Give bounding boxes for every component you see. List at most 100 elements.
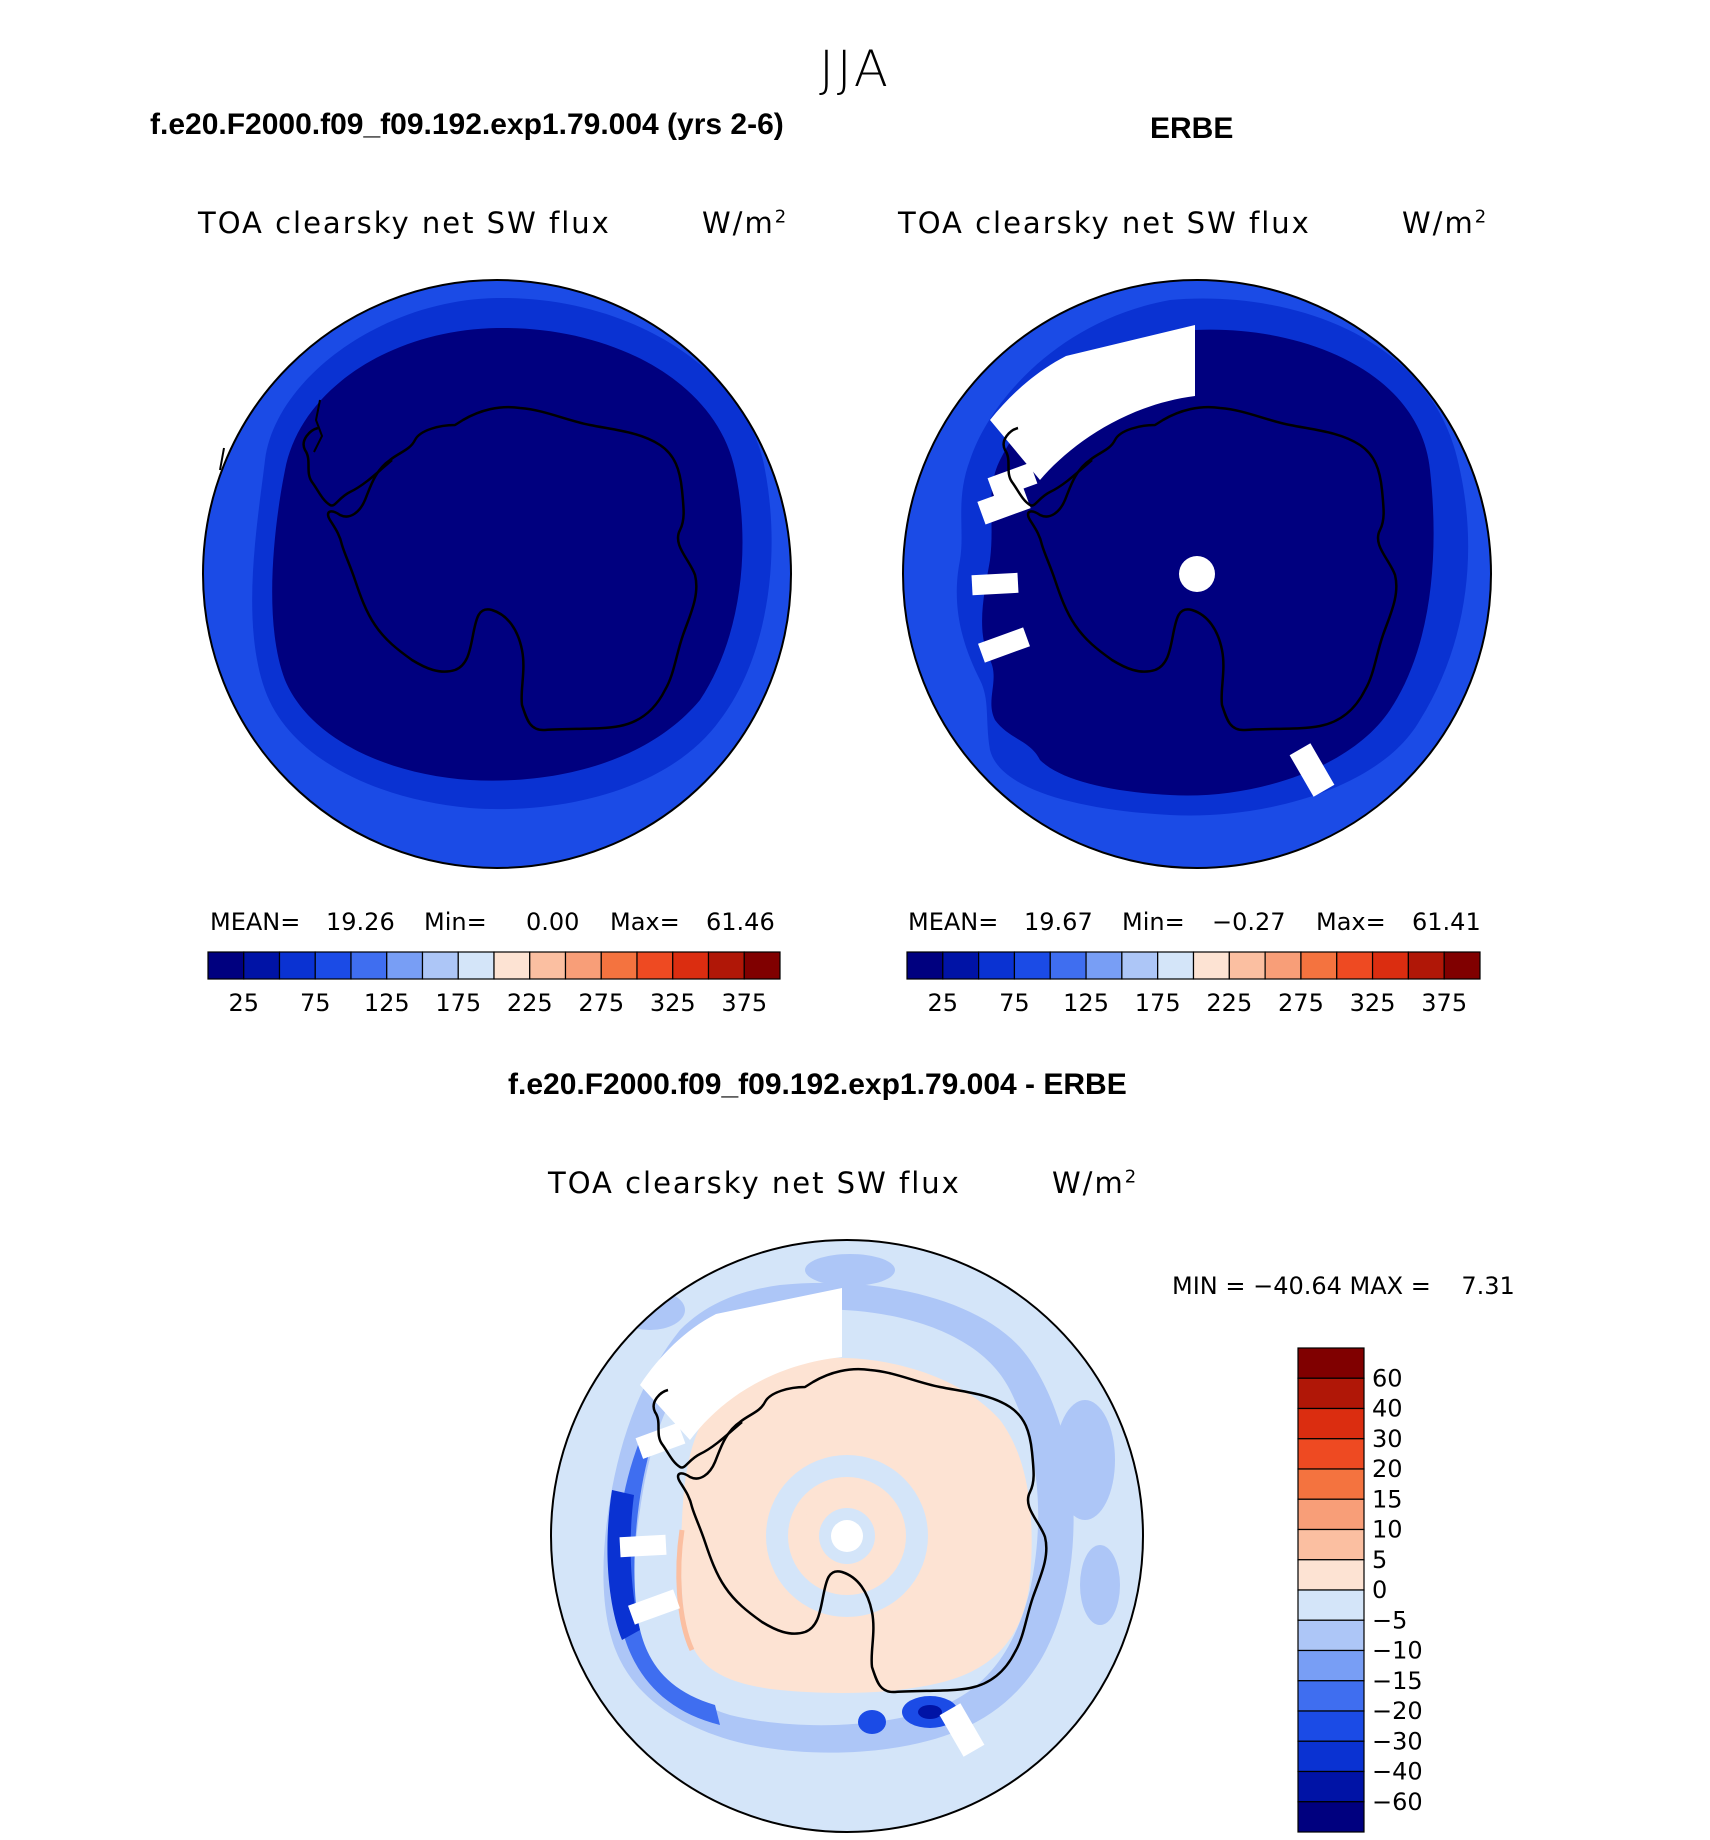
model-max-label: Max= xyxy=(610,908,680,936)
obs-missing-pole xyxy=(1179,556,1215,592)
obs-colorbar-cell-6 xyxy=(1121,951,1159,980)
obs-colorbar-cell-9 xyxy=(1228,951,1266,980)
obs-missing-block-2 xyxy=(977,485,1031,525)
obs-colorbar-tick-label: 125 xyxy=(1063,989,1109,1017)
diff-colorbar-cell-15 xyxy=(1297,1801,1365,1833)
diff-missing-block-3 xyxy=(628,1589,680,1625)
diff-band-neg20 xyxy=(616,1440,720,1725)
model-colorbar-cell-1 xyxy=(243,951,281,980)
diff-colorbar-cell-5 xyxy=(1297,1498,1365,1531)
model-colorbar-tick-label: 175 xyxy=(435,989,481,1017)
obs-units: W/m2 xyxy=(1402,206,1489,240)
model-band-25 xyxy=(272,327,743,781)
obs-colorbar-cell-2 xyxy=(978,951,1016,980)
obs-map-border xyxy=(902,279,1492,869)
model-colorbar-cell-8 xyxy=(493,951,531,980)
model-colorbar-tick-label: 75 xyxy=(300,989,331,1017)
obs-colorbar-cell-14 xyxy=(1407,951,1445,980)
diff-variable-title: TOA clearsky net SW flux xyxy=(548,1166,961,1200)
diff-colorbar-cell-10 xyxy=(1297,1649,1365,1682)
obs-colorbar-tick-label: 175 xyxy=(1135,989,1181,1017)
model-colorbar-cell-14 xyxy=(707,951,745,980)
diff-map-border xyxy=(550,1239,1144,1833)
model-colorbar-tick-label: 275 xyxy=(578,989,624,1017)
model-panel-heading: f.e20.F2000.f09_f09.192.exp1.79.004 (yrs… xyxy=(150,108,784,141)
obs-colorbar-cell-5 xyxy=(1085,951,1123,980)
model-colorbar-cell-7 xyxy=(457,951,495,980)
obs-colorbar-cell-7 xyxy=(1157,951,1195,980)
diff-blob-3 xyxy=(858,1710,886,1734)
diff-colorbar-tick-label: −10 xyxy=(1372,1637,1423,1665)
obs-colorbar-tick-label: 25 xyxy=(928,989,959,1017)
obs-colorbar-cell-12 xyxy=(1336,951,1374,980)
model-colorbar-cell-11 xyxy=(600,951,638,980)
diff-colorbar-tick-label: 5 xyxy=(1372,1546,1387,1574)
obs-colorbar-cell-3 xyxy=(1013,951,1051,980)
diff-panel-heading: f.e20.F2000.f09_f09.192.exp1.79.004 - ER… xyxy=(508,1068,1127,1101)
obs-colorbar-cell-0 xyxy=(906,951,944,980)
model-colorbar-cell-10 xyxy=(564,951,602,980)
obs-colorbar-cell-10 xyxy=(1264,951,1302,980)
diff-colorbar-tick-label: −5 xyxy=(1372,1606,1407,1634)
model-min-value: 0.00 xyxy=(526,908,580,936)
model-colorbar-cell-15 xyxy=(743,951,781,980)
diff-minmax: MIN = −40.64 MAX = 7.31 xyxy=(1172,1272,1515,1300)
diff-colorbar-tick-label: 10 xyxy=(1372,1516,1403,1544)
obs-colorbar-tick-label: 375 xyxy=(1421,989,1467,1017)
model-colorbar-cell-13 xyxy=(672,951,710,980)
obs-max-value: 61.41 xyxy=(1412,908,1481,936)
diff-colorbar-cell-2 xyxy=(1297,1407,1365,1440)
diff-colorbar-tick-label: 20 xyxy=(1372,1455,1403,1483)
model-colorbar-cell-4 xyxy=(350,951,388,980)
diff-colorbar-cell-12 xyxy=(1297,1710,1365,1742)
diff-pos-streak xyxy=(676,1529,695,1652)
model-colorbar-tick-label: 25 xyxy=(228,989,259,1017)
model-colorbar-cell-6 xyxy=(421,951,459,980)
model-colorbar-cell-9 xyxy=(529,951,567,980)
obs-map xyxy=(903,280,1491,868)
model-colorbar-cell-3 xyxy=(314,951,352,980)
diff-colorbar-cell-4 xyxy=(1297,1468,1365,1500)
obs-colorbar-tick-label: 75 xyxy=(999,989,1030,1017)
model-colorbar-cell-2 xyxy=(278,951,316,980)
diff-colorbar-cell-8 xyxy=(1297,1589,1365,1621)
model-colorbar-cell-0 xyxy=(207,951,245,980)
diff-missing-block-2 xyxy=(619,1534,667,1558)
obs-colorbar-cell-8 xyxy=(1192,951,1230,980)
diff-ring-1 xyxy=(766,1455,928,1617)
diff-colorbar-tick-label: −60 xyxy=(1372,1788,1423,1816)
diff-missing-block-4 xyxy=(939,1703,985,1757)
obs-colorbar-cell-11 xyxy=(1300,951,1338,980)
obs-colorbar-cell-13 xyxy=(1371,951,1409,980)
model-colorbar-tick-label: 325 xyxy=(650,989,696,1017)
obs-colorbar-tick-label: 275 xyxy=(1278,989,1324,1017)
diff-colorbar-tick-label: −20 xyxy=(1372,1697,1423,1725)
diff-colorbar-tick-label: 15 xyxy=(1372,1485,1403,1513)
obs-mean-label: MEAN= xyxy=(908,908,999,936)
diff-colorbar-cell-14 xyxy=(1297,1770,1365,1803)
model-map-border xyxy=(202,279,792,869)
diff-colorbar-cell-7 xyxy=(1297,1559,1365,1591)
model-map xyxy=(203,280,791,868)
diff-blob-4 xyxy=(1055,1400,1115,1520)
diff-colorbar-tick-label: −30 xyxy=(1372,1727,1423,1755)
model-coast-wisp-1 xyxy=(313,399,324,453)
obs-panel-heading: ERBE xyxy=(1150,112,1234,145)
obs-max-label: Max= xyxy=(1316,908,1386,936)
model-colorbar-cell-12 xyxy=(636,951,674,980)
model-colorbar-cell-5 xyxy=(386,951,424,980)
diff-band-neg40 xyxy=(607,1490,640,1640)
model-variable-title: TOA clearsky net SW flux xyxy=(198,206,611,240)
obs-colorbar-tick-label: 325 xyxy=(1350,989,1396,1017)
obs-missing-block-4 xyxy=(978,627,1030,663)
diff-ring-2 xyxy=(801,1490,893,1582)
obs-colorbar: 25 75 125 175 225 275 325 375 xyxy=(906,951,1481,1017)
model-antarctica-coastline xyxy=(326,405,698,732)
diff-colorbar-cell-9 xyxy=(1297,1619,1365,1652)
diff-colorbar-cell-3 xyxy=(1297,1438,1365,1470)
diff-blob-2 xyxy=(918,1705,942,1719)
obs-missing-arc xyxy=(990,325,1195,480)
diff-colorbar-cell-11 xyxy=(1297,1680,1365,1712)
diff-missing-arc xyxy=(640,1288,842,1440)
